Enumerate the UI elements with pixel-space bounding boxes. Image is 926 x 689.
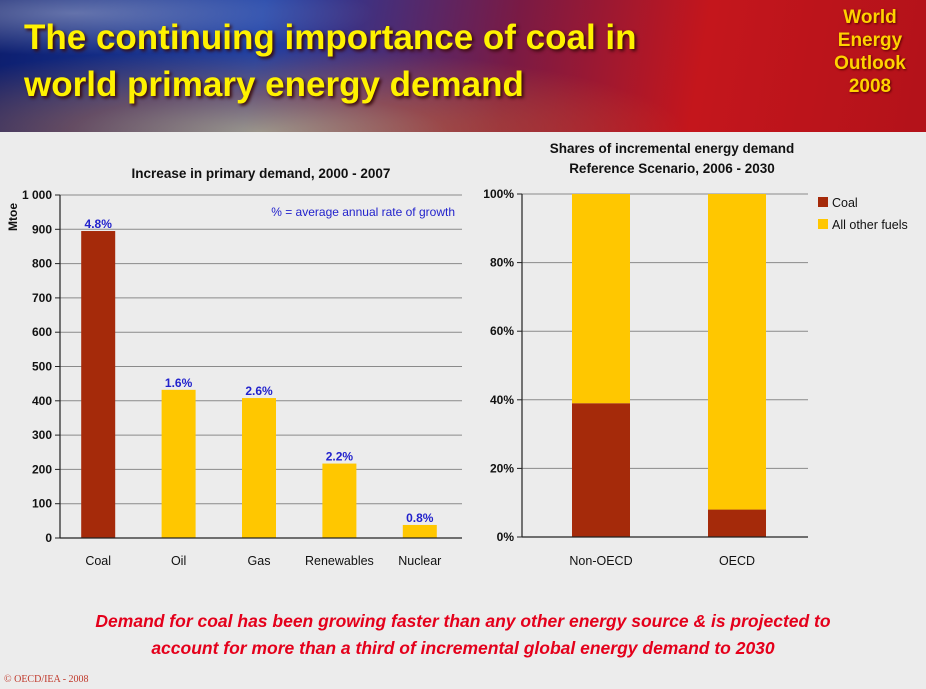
copyright-notice: © OECD/IEA - 2008	[4, 674, 89, 685]
y-tick-label: 500	[32, 360, 52, 374]
y-tick-label: 100%	[483, 187, 514, 201]
growth-annotation: % = average annual rate of growth	[271, 205, 455, 219]
y-tick-label: 400	[32, 394, 52, 408]
page-title: The continuing importance of coal in wor…	[24, 14, 744, 108]
x-tick-label: Non-OECD	[569, 554, 632, 568]
weo-badge: World Energy Outlook 2008	[820, 6, 920, 98]
chart-title: Increase in primary demand, 2000 - 2007	[132, 166, 391, 181]
bar-non-oecd-coal	[572, 403, 630, 537]
y-tick-label: 80%	[490, 256, 514, 270]
charts-area: Increase in primary demand, 2000 - 2007 M…	[0, 132, 926, 602]
badge-line: 2008	[820, 75, 920, 98]
y-tick-label: 800	[32, 257, 52, 271]
x-tick-label: OECD	[719, 554, 755, 568]
page-title-line-2: world primary energy demand	[24, 61, 744, 108]
bar-non-oecd-all-other-fuels	[572, 194, 630, 403]
bar-oecd-all-other-fuels	[708, 194, 766, 510]
data-label: 1.6%	[165, 376, 193, 390]
bar-renewables	[322, 464, 356, 538]
data-label: 0.8%	[406, 511, 434, 525]
chart-title-line-1: Shares of incremental energy demand	[550, 141, 795, 156]
data-label: 2.6%	[245, 384, 273, 398]
legend-label: Coal	[832, 196, 858, 210]
y-tick-label: 700	[32, 291, 52, 305]
takeaway-text: Demand for coal has been growing faster …	[20, 608, 906, 662]
x-tick-label: Oil	[171, 554, 186, 568]
legend-label: All other fuels	[832, 218, 908, 232]
badge-line: Outlook	[820, 52, 920, 75]
header-banner: The continuing importance of coal in wor…	[0, 0, 926, 132]
primary-demand-chart: Increase in primary demand, 2000 - 2007 M…	[6, 166, 462, 568]
y-tick-label: 40%	[490, 393, 514, 407]
data-label: 4.8%	[85, 217, 113, 231]
y-tick-label: 200	[32, 462, 52, 476]
badge-line: Energy	[820, 29, 920, 52]
y-tick-label: 0	[45, 531, 52, 545]
x-tick-label: Coal	[85, 554, 111, 568]
badge-line: World	[820, 6, 920, 29]
data-label: 2.2%	[326, 450, 354, 464]
bar-oecd-coal	[708, 510, 766, 537]
bar-gas	[242, 398, 276, 538]
legend-swatch-all-other-fuels	[818, 219, 828, 229]
legend-swatch-coal	[818, 197, 828, 207]
y-tick-label: 300	[32, 428, 52, 442]
bar-oil	[162, 390, 196, 538]
x-tick-label: Gas	[248, 554, 271, 568]
x-tick-label: Nuclear	[398, 554, 441, 568]
y-tick-label: 20%	[490, 461, 514, 475]
takeaway-line-1: Demand for coal has been growing faster …	[20, 608, 906, 635]
x-tick-label: Renewables	[305, 554, 374, 568]
chart-title-line-2: Reference Scenario, 2006 - 2030	[569, 161, 775, 176]
y-tick-label: 0%	[497, 530, 515, 544]
y-tick-label: 900	[32, 222, 52, 236]
y-tick-label: 60%	[490, 324, 514, 338]
takeaway-line-2: account for more than a third of increme…	[20, 635, 906, 662]
page-title-line-1: The continuing importance of coal in	[24, 14, 744, 61]
y-tick-label: 100	[32, 497, 52, 511]
incremental-shares-chart: Shares of incremental energy demand Refer…	[483, 141, 907, 568]
y-tick-label: 600	[32, 325, 52, 339]
y-tick-label: 1 000	[22, 188, 52, 202]
bar-nuclear	[403, 525, 437, 538]
y-axis-label: Mtoe	[6, 203, 20, 231]
bar-coal	[81, 231, 115, 538]
